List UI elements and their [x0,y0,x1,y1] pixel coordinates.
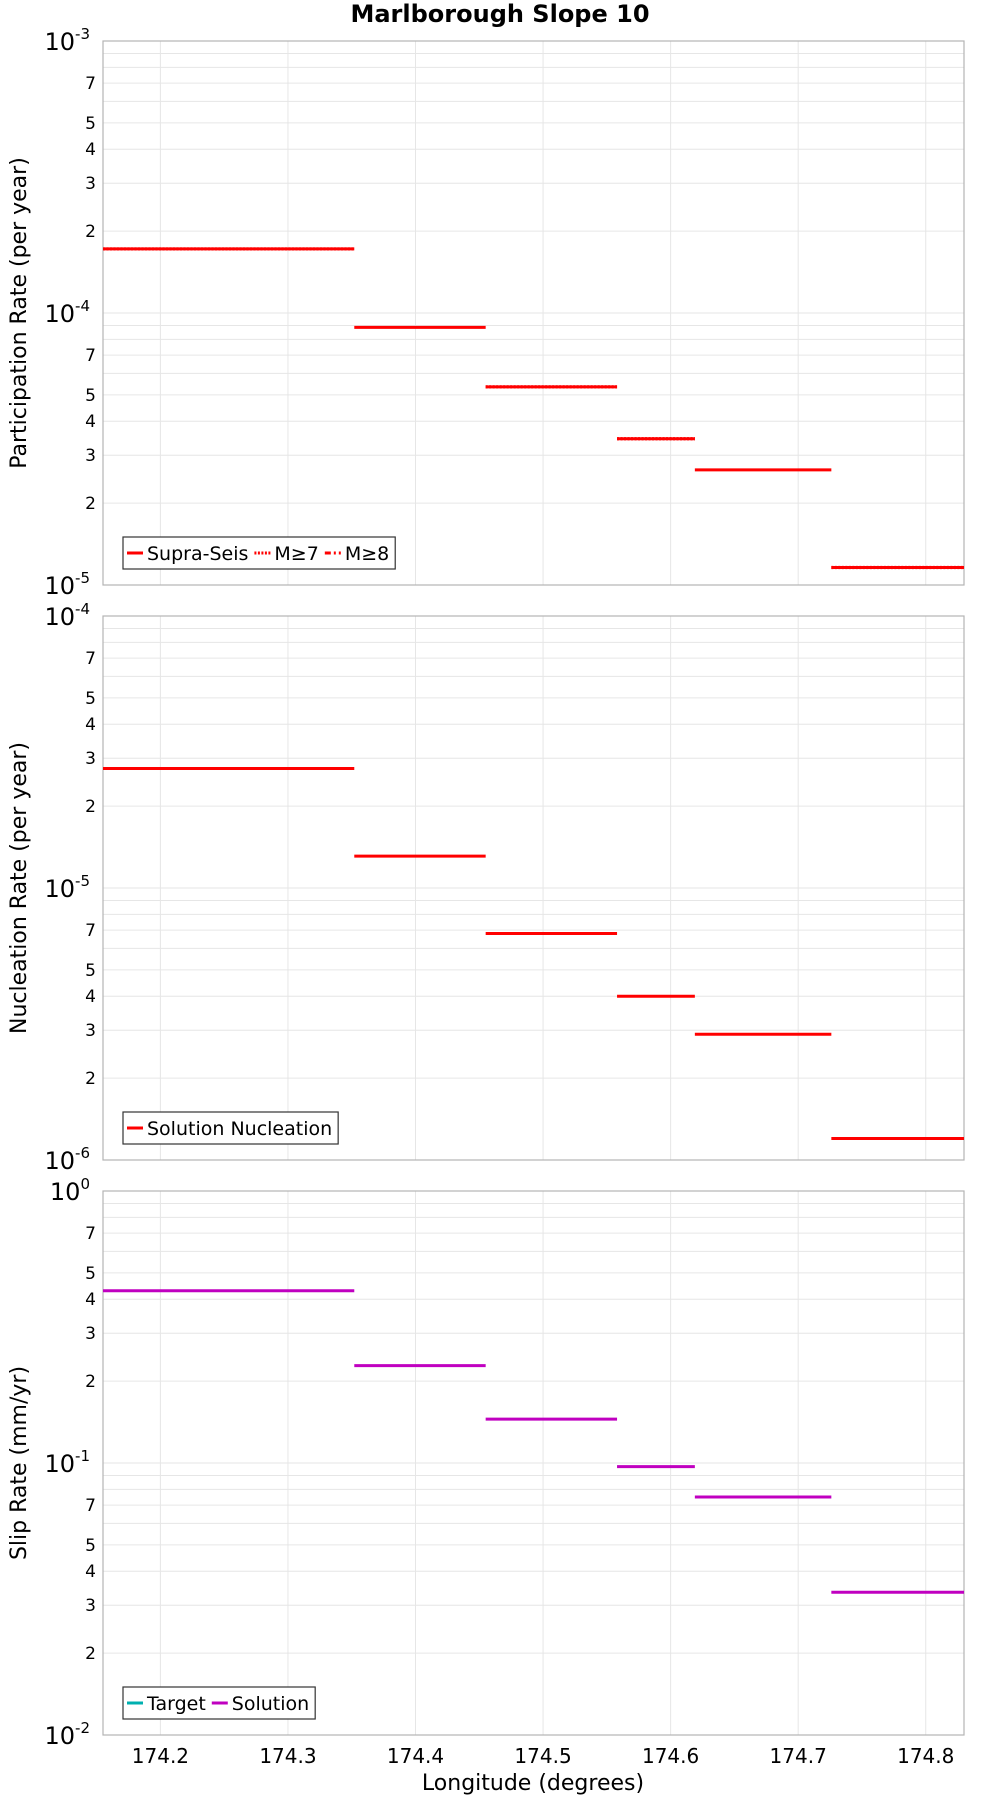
y-tick-label-minor: 7 [85,1496,96,1516]
x-tick-label: 174.6 [642,1744,699,1768]
y-tick-label-minor: 2 [85,1644,96,1664]
y-tick-label-major: 10-3 [44,25,90,56]
y-tick-base: 10 [44,572,75,600]
x-tick-label: 174.8 [897,1744,954,1768]
plot-frame [102,1190,965,1736]
y-tick-label-major: 10-1 [44,1447,90,1478]
y-tick-label-minor: 3 [85,446,96,466]
legend-label: Target [146,1693,206,1715]
y-tick-base: 10 [44,1450,75,1478]
y-tick-label-minor: 4 [85,715,96,735]
legend: Supra-Seis M≥7 M≥8 [122,536,396,570]
y-tick-label-major: 100 [50,1175,90,1206]
y-tick-label-minor: 3 [85,749,96,769]
y-tick-label-minor: 4 [85,987,96,1007]
y-tick-exponent: -5 [75,872,90,890]
y-tick-label-minor: 5 [85,961,96,981]
y-tick-exponent: -3 [75,25,90,43]
y-tick-label-major: 10-5 [44,569,90,600]
y-tick-base: 10 [44,1722,75,1750]
x-tick-label: 174.4 [387,1744,444,1768]
y-axis-label: Nucleation Rate (per year) [7,742,32,1034]
y-tick-label-minor: 2 [85,494,96,514]
y-tick-label-major: 10-6 [44,1144,90,1175]
x-tick-label: 174.7 [770,1744,827,1768]
y-tick-label-minor: 7 [85,346,96,366]
x-tick-label: 174.5 [514,1744,571,1768]
y-tick-base: 10 [44,28,75,56]
y-tick-label-minor: 7 [85,649,96,669]
legend-label: M≥7 [274,543,318,565]
y-tick-exponent: -2 [75,1719,90,1737]
y-tick-label-minor: 7 [85,921,96,941]
y-tick-base: 10 [44,875,75,903]
y-tick-exponent: -1 [75,1447,90,1465]
y-tick-label-minor: 2 [85,1372,96,1392]
y-tick-label-minor: 3 [85,1596,96,1616]
y-tick-label-major: 10-4 [44,297,90,328]
y-tick-base: 10 [44,1147,75,1175]
plot-frame [102,40,965,586]
y-tick-label-minor: 3 [85,1324,96,1344]
y-tick-exponent: 0 [80,1175,90,1193]
chart-title: Marlborough Slope 10 [350,0,649,28]
y-tick-exponent: -5 [75,569,90,587]
y-tick-exponent: -6 [75,1144,90,1162]
y-tick-label-major: 10-2 [44,1719,90,1750]
y-tick-exponent: -4 [75,600,90,618]
y-tick-exponent: -4 [75,297,90,315]
legend-box [122,1111,339,1145]
x-tick-label: 174.3 [259,1744,316,1768]
y-tick-base: 10 [44,603,75,631]
y-tick-label-minor: 7 [85,1224,96,1244]
y-tick-label-minor: 2 [85,797,96,817]
y-tick-label-minor: 4 [85,140,96,160]
legend-label: Solution [232,1693,309,1715]
y-tick-label-minor: 3 [85,1021,96,1041]
y-tick-base: 10 [50,1178,81,1206]
y-tick-label-minor: 5 [85,1536,96,1556]
y-tick-label-minor: 5 [85,1264,96,1284]
legend-label: Solution Nucleation [147,1118,332,1140]
legend: Solution Nucleation [122,1111,339,1145]
y-tick-label-minor: 4 [85,1290,96,1310]
y-tick-label-minor: 4 [85,1562,96,1582]
y-tick-label-minor: 5 [85,386,96,406]
legend-label: Supra-Seis [147,543,248,565]
y-tick-label-minor: 7 [85,74,96,94]
plot-frame [102,615,965,1161]
y-tick-label-minor: 3 [85,174,96,194]
y-axis-label: Slip Rate (mm/yr) [7,1366,32,1560]
y-axis-label: Participation Rate (per year) [7,157,32,469]
legend: Target Solution [122,1686,316,1720]
y-tick-label-major: 10-4 [44,600,90,631]
legend-label: M≥8 [345,543,389,565]
y-tick-label-minor: 4 [85,412,96,432]
y-tick-base: 10 [44,300,75,328]
y-tick-label-minor: 5 [85,689,96,709]
y-tick-label-minor: 5 [85,114,96,134]
y-tick-label-major: 10-5 [44,872,90,903]
y-tick-label-minor: 2 [85,222,96,242]
x-axis-label: Longitude (degrees) [422,1771,644,1796]
y-tick-label-minor: 2 [85,1069,96,1089]
x-tick-label: 174.2 [132,1744,189,1768]
